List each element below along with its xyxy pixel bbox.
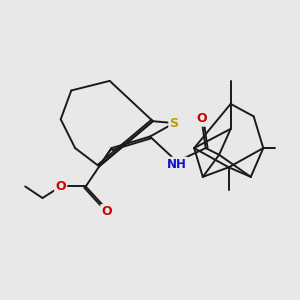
Text: O: O (101, 205, 112, 218)
Text: S: S (169, 117, 178, 130)
Text: O: O (196, 112, 207, 125)
Text: NH: NH (167, 158, 187, 171)
Text: O: O (56, 180, 66, 193)
